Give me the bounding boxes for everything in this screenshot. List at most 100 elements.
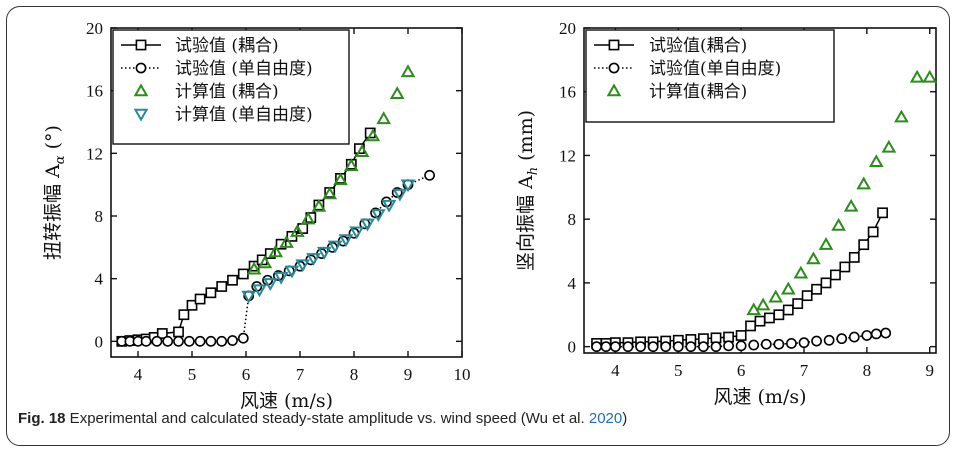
data-point bbox=[820, 277, 832, 289]
legend-label: 试验值(耦合) bbox=[649, 36, 747, 56]
data-point bbox=[755, 297, 771, 311]
data-point bbox=[327, 240, 343, 254]
data-point bbox=[205, 335, 217, 347]
data-point bbox=[793, 265, 809, 279]
data-point bbox=[183, 335, 195, 347]
data-point bbox=[151, 335, 163, 347]
figure-caption: Fig. 18 Experimental and calculated stea… bbox=[18, 410, 938, 427]
data-point bbox=[343, 158, 359, 172]
y-tick-label: 8 bbox=[95, 207, 104, 226]
data-point bbox=[870, 328, 882, 340]
legend-label: 计算值 (耦合) bbox=[175, 82, 279, 102]
data-point bbox=[246, 261, 262, 275]
data-point bbox=[764, 312, 775, 324]
y-tick-label: 16 bbox=[559, 83, 576, 102]
x-tick-label: 4 bbox=[134, 365, 143, 384]
data-point bbox=[241, 290, 257, 304]
data-point bbox=[745, 320, 756, 332]
data-point bbox=[186, 299, 198, 311]
data-point bbox=[322, 186, 338, 200]
data-point bbox=[622, 341, 634, 353]
data-point bbox=[289, 224, 305, 237]
data-point bbox=[333, 172, 348, 186]
data-point bbox=[140, 335, 152, 347]
x-tick-label: 6 bbox=[737, 361, 746, 380]
data-point bbox=[349, 226, 365, 240]
data-point bbox=[252, 284, 267, 298]
data-point bbox=[801, 290, 813, 302]
data-point bbox=[424, 169, 435, 181]
data-point bbox=[248, 260, 260, 272]
data-point bbox=[858, 239, 870, 251]
citation-year-link[interactable]: 2020 bbox=[588, 410, 623, 427]
data-point bbox=[881, 139, 897, 153]
data-point bbox=[194, 335, 206, 347]
data-point bbox=[178, 309, 190, 321]
data-point bbox=[295, 259, 311, 273]
data-point bbox=[877, 207, 888, 219]
data-point bbox=[710, 341, 722, 353]
y-tick-label: 20 bbox=[559, 19, 576, 38]
data-point bbox=[591, 341, 602, 353]
data-point bbox=[284, 265, 300, 279]
data-point bbox=[635, 341, 646, 353]
data-point bbox=[311, 198, 327, 212]
x-tick-label: 8 bbox=[350, 365, 359, 384]
legend-marker bbox=[133, 108, 149, 122]
data-point bbox=[780, 281, 796, 295]
legend-marker bbox=[608, 62, 620, 74]
legend-label: 计算值 (单自由度) bbox=[175, 105, 313, 125]
data-point bbox=[811, 335, 822, 347]
data-point bbox=[710, 332, 722, 344]
x-tick-label: 5 bbox=[674, 361, 683, 380]
data-point bbox=[275, 238, 287, 250]
data-point bbox=[868, 154, 884, 168]
data-point bbox=[754, 315, 766, 327]
data-point bbox=[839, 261, 851, 273]
data-point bbox=[237, 268, 249, 280]
data-point bbox=[338, 234, 354, 248]
x-tick-label: 4 bbox=[611, 361, 620, 380]
data-point bbox=[735, 330, 747, 341]
data-point bbox=[316, 246, 332, 260]
legend-marker bbox=[608, 39, 620, 51]
data-point bbox=[227, 335, 238, 346]
y-tick-label: 4 bbox=[568, 274, 577, 293]
data-point bbox=[773, 309, 785, 321]
data-point bbox=[748, 339, 760, 351]
data-point bbox=[685, 341, 697, 353]
series-2 bbox=[246, 64, 416, 275]
data-point bbox=[867, 226, 879, 238]
x-tick-label: 8 bbox=[863, 361, 872, 380]
data-point bbox=[831, 217, 846, 231]
data-point bbox=[257, 255, 273, 269]
data-point bbox=[735, 340, 747, 352]
legend-marker bbox=[135, 62, 147, 74]
x-tick-label: 6 bbox=[242, 365, 251, 384]
series-1 bbox=[591, 327, 892, 353]
data-point bbox=[823, 334, 835, 346]
plot-area-frame bbox=[110, 27, 463, 358]
y-tick-label: 20 bbox=[86, 19, 103, 38]
data-point bbox=[389, 86, 405, 99]
data-point bbox=[216, 281, 228, 292]
data-point bbox=[922, 69, 938, 83]
data-point bbox=[723, 331, 734, 343]
data-point bbox=[264, 248, 276, 259]
legend-marker bbox=[135, 39, 147, 51]
figure-label: Fig. 18 bbox=[18, 410, 66, 427]
data-point bbox=[848, 331, 860, 343]
data-point bbox=[237, 332, 249, 344]
data-point bbox=[782, 304, 794, 316]
data-point bbox=[306, 253, 321, 266]
legend-label: 试验值 (耦合) bbox=[175, 36, 279, 56]
legend: 试验值 (耦合) 试验值 (单自由度) 计算值 (耦合) 计算值 (单自由度) bbox=[112, 29, 350, 145]
data-point bbox=[647, 341, 659, 353]
x-axis-label: 风速 (m/s) bbox=[240, 390, 333, 410]
y-tick-label: 12 bbox=[559, 146, 576, 165]
data-point bbox=[894, 109, 909, 123]
x-tick-label: 10 bbox=[454, 365, 471, 384]
data-point bbox=[354, 144, 370, 157]
data-point bbox=[861, 330, 873, 341]
data-point bbox=[376, 111, 392, 125]
